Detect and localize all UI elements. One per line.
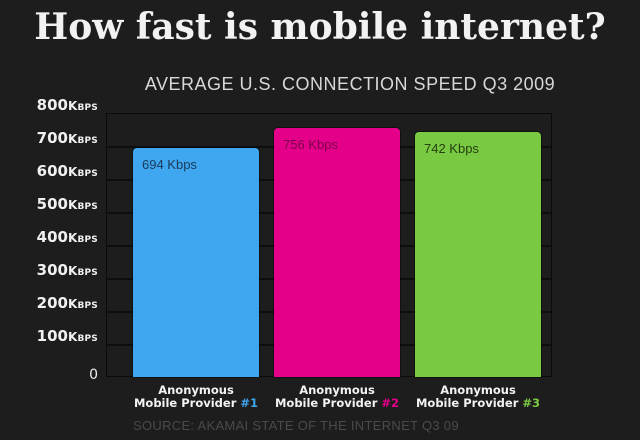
y-tick-unit: KBPS	[67, 165, 98, 179]
y-tick-value: 400	[36, 228, 68, 246]
bar-value-label: 694 Kbps	[142, 156, 197, 172]
y-tick-unit: KBPS	[67, 297, 98, 311]
chart-subtitle: AVERAGE U.S. CONNECTION SPEED Q3 2009	[144, 74, 556, 94]
y-tick-value: 0	[89, 367, 98, 383]
y-tick-value: 300	[36, 261, 68, 279]
bar-value-label: 756 Kbps	[283, 136, 338, 152]
bar-provider-2: 756 Kbps	[274, 127, 400, 377]
y-tick-unit: KBPS	[67, 264, 98, 278]
y-tick-value: 700	[36, 129, 68, 147]
source-note: SOURCE: AKAMAI STATE OF THE INTERNET Q3 …	[133, 418, 459, 433]
y-tick-value: 600	[36, 162, 68, 180]
y-tick-label: 400KBPS	[0, 229, 98, 248]
y-tick-unit: KBPS	[67, 231, 98, 245]
chart-title: How fast is mobile internet?	[34, 6, 606, 48]
provider-number: #3	[522, 396, 541, 410]
x-category-label: Anonymous Mobile Provider #1	[133, 383, 259, 410]
x-category-label: Anonymous Mobile Provider #3	[415, 383, 541, 410]
y-tick-unit: KBPS	[67, 99, 98, 113]
bar-provider-3: 742 Kbps	[415, 132, 541, 377]
y-tick-value: 200	[36, 294, 68, 312]
provider-number: #1	[240, 396, 259, 410]
y-tick-label: 0	[0, 366, 98, 383]
provider-number: #2	[381, 396, 400, 410]
x-category-label: Anonymous Mobile Provider #2	[274, 383, 400, 410]
y-tick-label: 100KBPS	[0, 328, 98, 347]
y-tick-value: 500	[36, 195, 68, 213]
y-tick-value: 800	[36, 96, 68, 114]
y-tick-label: 700KBPS	[0, 130, 98, 149]
y-tick-label: 200KBPS	[0, 295, 98, 314]
y-tick-label: 500KBPS	[0, 196, 98, 215]
y-tick-value: 100	[36, 327, 68, 345]
y-tick-label: 800KBPS	[0, 97, 98, 116]
y-tick-label: 300KBPS	[0, 262, 98, 281]
y-tick-unit: KBPS	[67, 198, 98, 212]
bar-value-label: 742 Kbps	[424, 141, 479, 157]
y-tick-label: 600KBPS	[0, 163, 98, 182]
bar-provider-1: 694 Kbps	[133, 147, 259, 377]
y-tick-unit: KBPS	[67, 132, 98, 146]
y-tick-unit: KBPS	[67, 330, 98, 344]
